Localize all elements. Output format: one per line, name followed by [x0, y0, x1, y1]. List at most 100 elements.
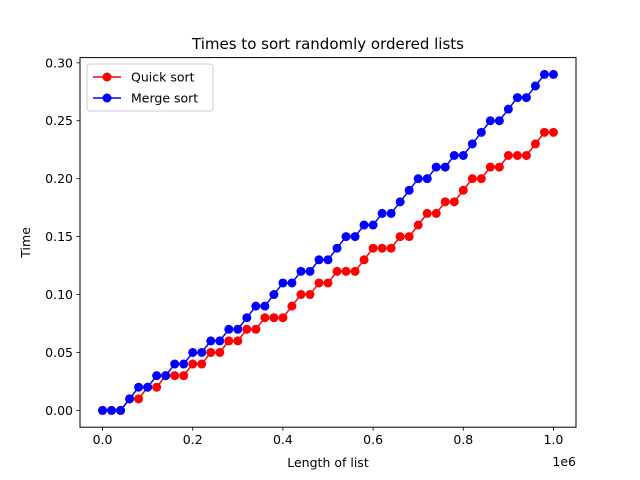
legend-box: [86, 63, 214, 112]
data-point-quick-sort: [413, 220, 423, 230]
data-point-merge-sort: [476, 127, 486, 137]
data-point-quick-sort: [467, 174, 477, 184]
data-point-quick-sort: [539, 127, 549, 137]
y-tick-label: 0.30: [45, 55, 73, 70]
data-point-merge-sort: [323, 255, 333, 265]
data-point-merge-sort: [539, 69, 549, 79]
data-point-quick-sort: [215, 347, 225, 357]
data-point-merge-sort: [152, 371, 162, 381]
data-point-quick-sort: [305, 290, 315, 300]
data-point-merge-sort: [350, 232, 360, 242]
y-tick-label: 0.10: [45, 287, 73, 302]
data-point-quick-sort: [179, 371, 189, 381]
x-axis-label: Length of list: [287, 455, 369, 470]
data-point-merge-sort: [98, 405, 108, 415]
data-point-quick-sort: [341, 266, 351, 276]
data-point-merge-sort: [278, 278, 288, 288]
data-point-merge-sort: [449, 151, 459, 161]
x-axis: 0.0 0.2 0.4 0.6 0.8 1.0: [93, 427, 564, 447]
data-point-quick-sort: [152, 382, 162, 392]
data-point-quick-sort: [548, 127, 558, 137]
data-point-quick-sort: [476, 174, 486, 184]
data-point-merge-sort: [116, 405, 126, 415]
data-point-quick-sort: [188, 359, 198, 369]
data-point-merge-sort: [341, 232, 351, 242]
data-point-quick-sort: [359, 255, 369, 265]
data-point-merge-sort: [305, 266, 315, 276]
data-point-merge-sort: [269, 290, 279, 300]
data-point-quick-sort: [377, 243, 387, 253]
data-point-merge-sort: [548, 69, 558, 79]
x-tick-label: 0.2: [183, 432, 203, 447]
data-point-merge-sort: [485, 116, 495, 126]
data-point-merge-sort: [260, 301, 270, 311]
data-point-quick-sort: [395, 232, 405, 242]
legend-marker-quick-sort: [102, 72, 112, 82]
data-point-merge-sort: [134, 382, 144, 392]
y-tick-label: 0.00: [45, 403, 73, 418]
data-point-merge-sort: [368, 220, 378, 230]
series-merge-sort: [98, 69, 558, 415]
data-point-merge-sort: [467, 139, 477, 149]
y-tick-label: 0.25: [45, 113, 73, 128]
data-point-quick-sort: [485, 162, 495, 172]
data-point-merge-sort: [422, 174, 432, 184]
x-axis-offset-text: 1e6: [552, 454, 576, 469]
data-point-quick-sort: [296, 290, 306, 300]
data-point-quick-sort: [512, 151, 522, 161]
y-tick-label: 0.15: [45, 229, 73, 244]
data-point-merge-sort: [179, 359, 189, 369]
x-tick-label: 0.4: [273, 432, 293, 447]
data-point-quick-sort: [206, 347, 216, 357]
data-point-merge-sort: [458, 151, 468, 161]
data-point-quick-sort: [197, 359, 207, 369]
data-point-quick-sort: [440, 197, 450, 207]
legend: Quick sort Merge sort: [86, 63, 214, 112]
data-point-merge-sort: [494, 116, 504, 126]
data-point-merge-sort: [287, 278, 297, 288]
data-point-quick-sort: [134, 394, 144, 404]
data-point-merge-sort: [512, 93, 522, 103]
data-point-quick-sort: [422, 208, 432, 218]
data-point-quick-sort: [404, 232, 414, 242]
data-point-merge-sort: [170, 359, 180, 369]
data-point-merge-sort: [161, 371, 171, 381]
data-point-merge-sort: [503, 104, 513, 114]
data-point-quick-sort: [278, 313, 288, 323]
x-tick-label: 0.0: [93, 432, 113, 447]
data-point-quick-sort: [332, 266, 342, 276]
data-point-quick-sort: [494, 162, 504, 172]
data-point-quick-sort: [431, 208, 441, 218]
data-point-quick-sort: [269, 313, 279, 323]
data-point-merge-sort: [413, 174, 423, 184]
legend-label-quick-sort: Quick sort: [131, 70, 195, 85]
data-point-merge-sort: [125, 394, 135, 404]
data-point-merge-sort: [314, 255, 324, 265]
data-point-quick-sort: [314, 278, 324, 288]
legend-label-merge-sort: Merge sort: [131, 91, 198, 106]
data-point-quick-sort: [323, 278, 333, 288]
data-point-quick-sort: [368, 243, 378, 253]
data-point-quick-sort: [458, 185, 468, 195]
x-tick-label: 1.0: [544, 432, 564, 447]
data-point-merge-sort: [296, 266, 306, 276]
data-point-merge-sort: [521, 93, 531, 103]
data-point-quick-sort: [530, 139, 540, 149]
data-point-quick-sort: [224, 336, 234, 346]
chart-title: Times to sort randomly ordered lists: [191, 35, 464, 53]
y-axis: 0.00 0.05 0.10 0.15 0.20 0.25 0.30: [45, 55, 80, 418]
plot-area: [98, 69, 558, 415]
data-point-merge-sort: [530, 81, 540, 91]
data-point-quick-sort: [170, 371, 180, 381]
data-point-merge-sort: [233, 324, 243, 334]
axes-frame: [79, 57, 577, 428]
data-point-merge-sort: [215, 336, 225, 346]
data-point-merge-sort: [188, 347, 198, 357]
data-point-merge-sort: [395, 197, 405, 207]
data-point-quick-sort: [521, 151, 531, 161]
x-tick-label: 0.6: [363, 432, 383, 447]
data-point-merge-sort: [224, 324, 234, 334]
data-point-merge-sort: [206, 336, 216, 346]
data-point-merge-sort: [197, 347, 207, 357]
